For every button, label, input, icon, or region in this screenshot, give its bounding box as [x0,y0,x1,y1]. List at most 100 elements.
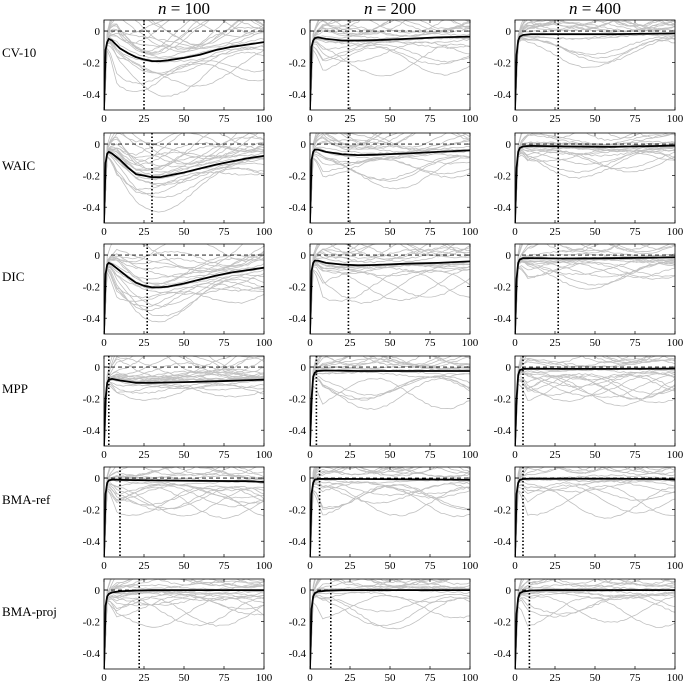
replicate-line [515,373,675,446]
x-tick-label: 25 [550,449,562,461]
x-tick-label: 100 [256,560,273,572]
replicate-line [104,596,264,669]
x-tick-label: 75 [219,337,231,349]
replicate-line [310,153,470,223]
x-tick-label: 50 [590,672,602,683]
replicate-line [104,133,238,223]
replicate-line [515,252,675,334]
replicate-line [515,20,675,110]
replicate-line [104,20,242,110]
replicate-line [310,479,470,557]
x-tick-label: 25 [139,449,151,461]
replicate-line [310,151,470,223]
replicate-line [104,483,264,557]
panel: 0 25 50 75 100 0 -0.2 -0.4 [494,578,684,683]
replicate-line [104,356,251,446]
x-tick-label: 75 [630,449,642,461]
x-tick-label: 75 [425,560,437,572]
x-tick-label: 0 [101,226,107,238]
y-tick-label: -0.4 [289,648,307,660]
x-tick-label: 25 [550,672,562,683]
row-label: CV-10 [2,45,36,60]
x-tick-label: 50 [179,672,191,683]
replicate-line [515,38,675,110]
replicate-line [310,377,470,446]
replicate-line [104,266,264,334]
x-tick-label: 0 [307,672,313,683]
replicate-line [310,150,470,223]
x-tick-label: 100 [667,337,684,349]
x-tick-label: 0 [512,449,518,461]
replicate-line [310,20,470,110]
y-tick-label: 0 [95,139,101,151]
replicate-line [104,155,264,223]
x-tick-label: 50 [385,226,397,238]
x-tick-label: 50 [179,449,191,461]
replicate-line [310,356,470,446]
replicate-line [104,467,223,557]
replicate-line [310,579,404,669]
panel: 0 25 50 75 100 0 -0.2 -0.4 [83,578,273,683]
x-tick-label: 75 [219,449,231,461]
column-title-op: = [166,0,184,18]
replicate-line [515,594,675,669]
replicate-line [310,20,470,110]
x-tick-label: 0 [101,672,107,683]
replicate-line [310,20,446,110]
replicate-line [310,358,470,446]
replicate-line [104,584,264,669]
replicate-line [310,44,470,110]
replicate-line [515,587,675,669]
replicate-line [515,133,635,223]
replicate-line [104,133,264,223]
replicate-line [104,20,245,110]
replicate-line [310,246,470,334]
x-tick-label: 100 [667,449,684,461]
replicate-line [104,467,258,557]
y-tick-label: 0 [301,585,307,597]
y-tick-label: 0 [506,26,512,38]
replicate-line [515,583,675,669]
y-tick-label: -0.4 [494,536,512,548]
replicate-line [310,485,470,557]
panel: 0 25 50 75 100 0 -0.2 -0.4 [83,355,273,461]
x-tick-label: 75 [425,337,437,349]
replicate-line [310,467,404,557]
replicate-line [310,484,470,557]
replicate-line [515,374,675,446]
y-tick-label: -0.2 [289,617,306,629]
replicate-line [515,373,675,446]
replicate-line [310,41,470,110]
panel-plot-area [310,356,470,446]
x-tick-label: 100 [256,113,273,125]
x-tick-label: 100 [667,226,684,238]
mean-line [310,148,470,223]
replicate-line [104,44,264,110]
replicate-line [104,42,264,110]
panel-plot-area [104,356,264,446]
replicate-line [310,377,470,446]
y-tick-label: -0.2 [83,617,100,629]
replicate-line [515,369,675,446]
replicate-line [310,374,470,446]
replicate-line [310,360,470,446]
y-tick-label: -0.2 [289,58,306,70]
replicate-line [104,589,264,669]
replicate-line [310,586,470,669]
x-tick-label: 100 [256,337,273,349]
replicate-line [310,20,470,110]
replicate-line [104,20,264,110]
y-tick-label: -0.4 [289,313,307,325]
panel-plot-area [515,244,675,334]
x-tick-label: 25 [550,560,562,572]
x-tick-label: 50 [385,113,397,125]
y-tick-label: 0 [301,250,307,262]
y-tick-label: 0 [506,473,512,485]
row-label: BMA-ref [2,492,51,507]
column-title-op: = [372,0,390,18]
x-tick-label: 0 [512,226,518,238]
replicate-line [310,481,470,557]
replicate-line [310,596,470,669]
replicate-line [104,479,264,557]
replicate-line [104,254,264,334]
